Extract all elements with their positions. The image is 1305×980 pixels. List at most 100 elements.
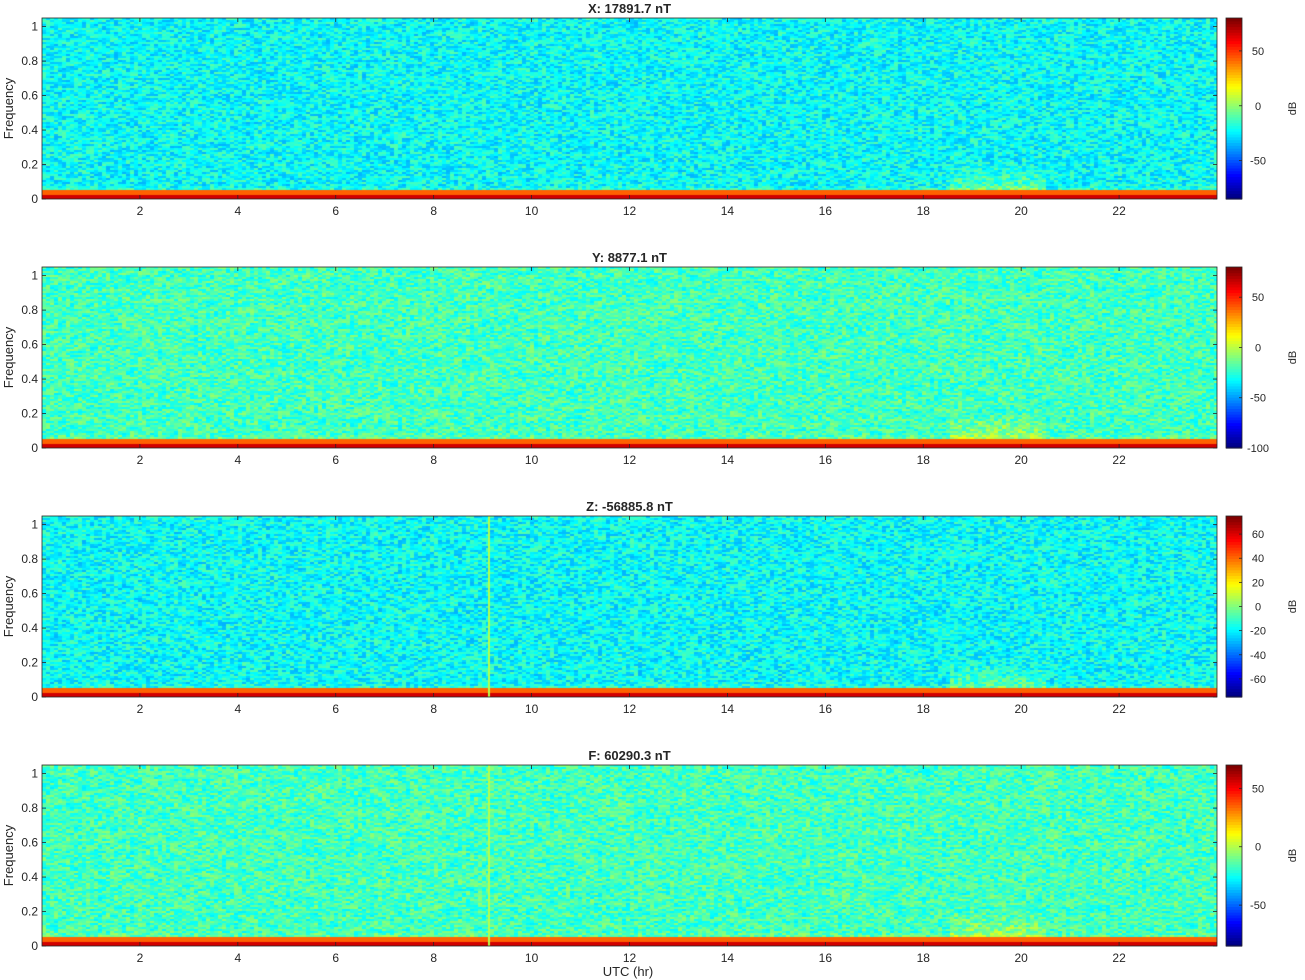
colorbar-segment (1226, 94, 1242, 98)
colorbar-segment (1226, 105, 1242, 110)
colorbar-segment (1226, 561, 1242, 565)
colorbar-segment (1226, 37, 1242, 42)
colorbar-segment (1226, 326, 1242, 330)
x-tick-label: 6 (332, 951, 339, 965)
colorbar-tick-label: -60 (1250, 674, 1266, 686)
colorbar-segment (1226, 102, 1242, 107)
colorbar-segment (1226, 391, 1242, 395)
x-tick-label: 22 (1112, 702, 1126, 716)
colorbar-segment (1226, 776, 1242, 780)
colorbar-segment (1226, 663, 1242, 667)
colorbar-segment (1226, 275, 1242, 279)
colorbar-segment (1226, 46, 1242, 50)
colorbar-segment (1226, 841, 1242, 845)
colorbar-segment (1226, 835, 1242, 840)
colorbar-segment (1226, 572, 1242, 576)
colorbar-segment (1226, 798, 1242, 803)
colorbar-segment (1226, 167, 1242, 172)
y-tick-label: 0.8 (21, 552, 38, 566)
colorbar-segment (1226, 153, 1242, 158)
x-tick-label: 4 (234, 453, 241, 467)
spectrogram-image (42, 765, 1217, 946)
colorbar-segment (1226, 830, 1242, 834)
colorbar-segment (1226, 855, 1242, 859)
colorbar-segment (1226, 433, 1242, 438)
colorbar-segment (1226, 74, 1242, 78)
x-tick-label: 22 (1112, 204, 1126, 218)
colorbar-segment (1226, 917, 1242, 922)
colorbar-segment (1226, 298, 1242, 302)
y-tick-label: 0.4 (21, 870, 38, 884)
colorbar-segment (1226, 334, 1242, 339)
colorbar-segment (1226, 564, 1242, 568)
x-tick-label: 14 (721, 951, 735, 965)
colorbar-segment (1226, 399, 1242, 404)
colorbar-segment (1226, 827, 1242, 831)
colorbar-segment (1226, 431, 1242, 435)
colorbar-segment (1226, 193, 1242, 197)
colorbar-segment (1226, 897, 1242, 902)
colorbar-tick-label: 60 (1252, 529, 1264, 541)
colorbar-frame (1225, 266, 1243, 449)
colorbar-segment (1226, 566, 1242, 571)
colorbar-segment (1226, 368, 1242, 373)
colorbar-segment (1226, 139, 1242, 144)
x-tick-label: 22 (1112, 453, 1126, 467)
x-tick-label: 16 (819, 951, 833, 965)
colorbar-segment (1226, 912, 1242, 916)
colorbar-segment (1226, 606, 1242, 610)
colorbar-segment (1226, 382, 1242, 387)
colorbar-segment (1226, 66, 1242, 70)
x-tick-label: 8 (430, 204, 437, 218)
y-tick-label: 0.2 (21, 407, 38, 421)
colorbar-label: dB (1287, 102, 1299, 115)
colorbar-segment (1226, 26, 1242, 30)
x-tick-label: 16 (819, 453, 833, 467)
x-tick-label: 10 (525, 453, 539, 467)
x-tick-label: 16 (819, 702, 833, 716)
colorbar-segment (1226, 765, 1242, 769)
colorbar-segment (1226, 889, 1242, 893)
colorbar-label: dB (1287, 351, 1299, 364)
colorbar-segment (1226, 108, 1242, 112)
colorbar-segment (1226, 657, 1242, 661)
colorbar-segment (1226, 516, 1242, 520)
colorbar-segment (1226, 340, 1242, 344)
colorbar-segment (1226, 414, 1242, 418)
colorbar-segment (1226, 646, 1242, 650)
y-tick-label: 0.4 (21, 372, 38, 386)
colorbar-segment (1226, 148, 1242, 152)
x-tick-label: 8 (430, 453, 437, 467)
colorbar-segment (1226, 931, 1242, 936)
colorbar-segment (1226, 779, 1242, 783)
x-tick-label: 12 (623, 702, 637, 716)
colorbar-segment (1226, 360, 1242, 364)
x-tick-label: 12 (623, 453, 637, 467)
x-tick-label: 20 (1014, 951, 1028, 965)
colorbar-segment (1226, 691, 1242, 695)
x-tick-label: 4 (234, 702, 241, 716)
colorbar-segment (1226, 411, 1242, 415)
colorbar-segment (1226, 170, 1242, 175)
colorbar-segment (1226, 145, 1242, 149)
colorbar-segment (1226, 609, 1242, 613)
colorbar-segment (1226, 286, 1242, 291)
colorbar-segment (1226, 787, 1242, 792)
colorbar-segment (1226, 926, 1242, 930)
colorbar-segment (1226, 18, 1242, 22)
x-tick-label: 10 (525, 702, 539, 716)
colorbar-segment (1226, 861, 1242, 865)
colorbar-segment (1226, 654, 1242, 659)
colorbar-segment (1226, 793, 1242, 797)
x-tick-label: 2 (137, 702, 144, 716)
colorbar-segment (1226, 281, 1242, 285)
colorbar-tick-label: 0 (1255, 842, 1261, 854)
colorbar-segment (1226, 781, 1242, 786)
y-tick-label: 1 (31, 269, 38, 283)
colorbar-segment (1226, 267, 1242, 271)
colorbar-segment (1226, 346, 1242, 350)
colorbar-segment (1226, 869, 1242, 874)
colorbar-tick-label: -50 (1250, 393, 1266, 405)
colorbar-segment (1226, 617, 1242, 622)
colorbar-segment (1226, 397, 1242, 401)
